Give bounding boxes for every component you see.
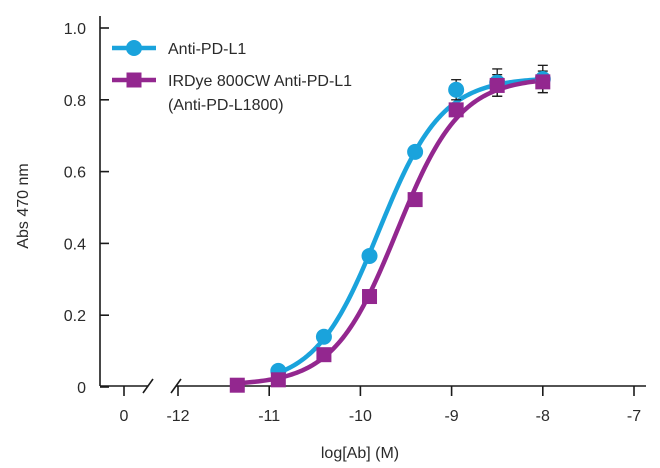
data-point-circle [315, 328, 332, 345]
y-tick-label: 0.6 [64, 165, 86, 182]
x-tick-label: 0 [120, 408, 129, 425]
legend-item-anti-pd-l1: Anti-PD-L1 [112, 40, 246, 58]
y-tick-label: 1.0 [64, 21, 86, 38]
legend-marker-circle [126, 40, 142, 56]
x-tick-label: -7 [627, 408, 641, 425]
data-point-square [448, 102, 464, 118]
data-point-square [316, 347, 332, 363]
data-point-square [535, 74, 551, 90]
data-point-square [489, 77, 505, 93]
legend: Anti-PD-L1 IRDye 800CW Anti-PD-L1 (Anti-… [112, 40, 352, 114]
x-tick-label: -12 [166, 408, 189, 425]
axes [99, 16, 646, 394]
y-tick-label: 0 [77, 380, 86, 397]
legend-label-irdye: IRDye 800CW Anti-PD-L1 [168, 73, 352, 90]
x-axis-label: log[Ab] (M) [321, 445, 399, 462]
data-point-circle [361, 247, 378, 264]
x-tick-label: -11 [258, 408, 280, 425]
data-point-square [229, 377, 245, 393]
data-point-square [407, 192, 423, 208]
y-axis-label: Abs 470 nm [15, 163, 32, 248]
break-mark-left [142, 378, 154, 394]
y-tick-label: 0.8 [64, 93, 86, 110]
fit-curve-0 [274, 77, 546, 376]
x-tick-label: -10 [349, 408, 372, 425]
x-axis-break-marks [142, 378, 182, 394]
legend-marker-square [126, 72, 142, 88]
y-axis-ticks: 0 0.2 0.4 0.6 0.8 1.0 [64, 21, 109, 397]
x-tick-label: -9 [444, 408, 458, 425]
fit-curve-1 [233, 78, 546, 386]
legend-label-irdye-line2: (Anti-PD-L1800) [168, 97, 284, 114]
data-point-square [270, 372, 286, 388]
legend-item-irdye-anti-pd-l1: IRDye 800CW Anti-PD-L1 (Anti-PD-L1800) [112, 72, 352, 114]
break-mark-right [170, 378, 182, 394]
data-point-circle [448, 81, 465, 98]
x-tick-label: -8 [536, 408, 550, 425]
x-axis-ticks: 0 -12 -11 -10 -9 -8 -7 [120, 386, 641, 425]
fit-curves [233, 77, 546, 386]
y-tick-label: 0.2 [64, 308, 86, 325]
data-point-square [362, 289, 378, 305]
data-point-circle [407, 143, 424, 160]
legend-label-anti-pd-l1: Anti-PD-L1 [168, 41, 246, 58]
y-tick-label: 0.4 [64, 236, 86, 253]
data-points [229, 70, 551, 393]
